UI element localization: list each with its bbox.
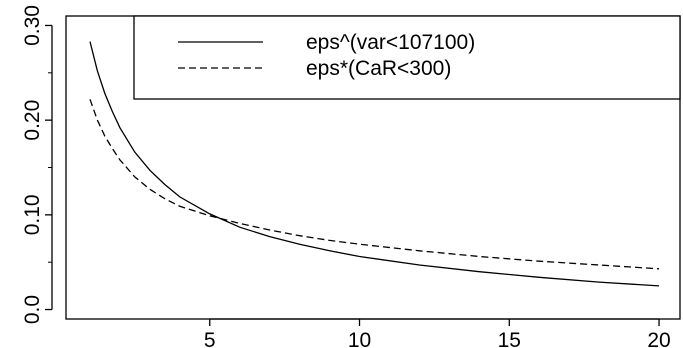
x-tick-label: 5	[204, 329, 216, 348]
series-lines	[89, 41, 660, 287]
legend: eps^(var<107100) eps*(CaR<300)	[133, 15, 681, 100]
x-tick-label: 15	[498, 329, 521, 348]
legend-box	[133, 15, 681, 100]
x-tick-label: 10	[348, 329, 371, 348]
y-tick-label: 0.10	[21, 194, 44, 235]
x-tick-label: 20	[647, 329, 670, 348]
x-axis: 5 10 15 20	[204, 318, 671, 348]
legend-entry-label: eps^(var<107100)	[306, 31, 475, 54]
series-line-2	[89, 99, 660, 270]
y-tick-label: 0.30	[21, 5, 44, 46]
y-axis: 0.0 0.10 0.20 0.30	[21, 5, 53, 324]
y-tick-label: 0.20	[21, 100, 44, 141]
y-tick-label: 0.0	[21, 295, 44, 324]
series-line-1	[89, 41, 660, 287]
legend-entry-label: eps*(CaR<300)	[306, 57, 451, 80]
